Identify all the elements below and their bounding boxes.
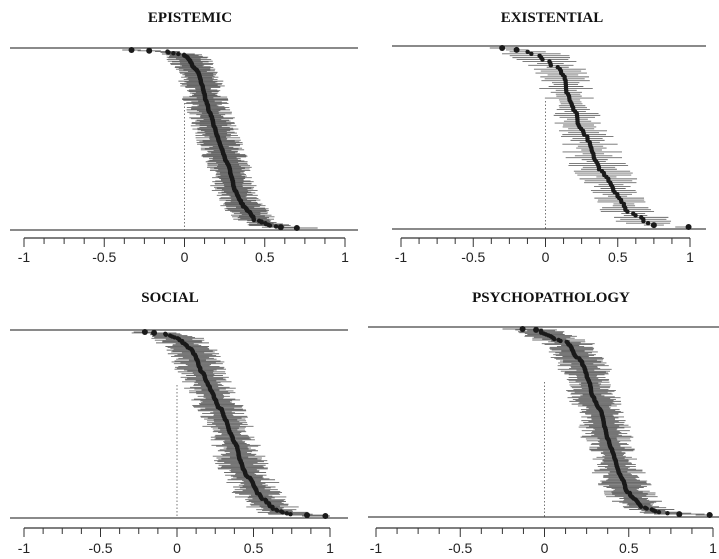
point-estimate bbox=[163, 332, 169, 337]
point-estimate bbox=[558, 338, 563, 344]
chart-title: EXISTENTIAL bbox=[501, 10, 604, 26]
point-estimate bbox=[259, 496, 265, 501]
point-estimate bbox=[304, 512, 311, 519]
point-estimate bbox=[146, 47, 153, 54]
point-estimate bbox=[499, 45, 506, 51]
panel-existential: EXISTENTIAL -1 -0.5 0 0.5 1 bbox=[362, 0, 719, 279]
point-estimate bbox=[284, 511, 290, 516]
point-estimate bbox=[641, 219, 646, 224]
x-tick-label: -1 bbox=[18, 540, 31, 556]
chart-existential: EXISTENTIAL -1 -0.5 0 0.5 1 bbox=[392, 10, 706, 265]
point-estimates bbox=[141, 329, 329, 519]
point-estimate bbox=[141, 329, 148, 335]
chart-title: PSYCHOPATHOLOGY bbox=[472, 290, 630, 306]
chart-social: SOCIAL -1 -0.5 0 0.5 1 bbox=[10, 290, 348, 556]
x-tick-label: 0 bbox=[542, 249, 550, 265]
point-estimate bbox=[540, 57, 545, 62]
ci-bars bbox=[489, 47, 690, 228]
chart-epistemic: EPISTEMIC -1 -0.5 0 0.5 1 bbox=[10, 10, 358, 265]
chart-title: SOCIAL bbox=[141, 290, 199, 306]
x-tick-label: 0.5 bbox=[619, 540, 639, 556]
point-estimate bbox=[128, 47, 135, 53]
chart-title: EPISTEMIC bbox=[148, 10, 232, 26]
ci-bars bbox=[502, 328, 713, 516]
point-estimate bbox=[653, 509, 658, 514]
x-tick-label: -0.5 bbox=[461, 249, 485, 265]
point-estimate bbox=[633, 213, 638, 218]
panel-epistemic: EPISTEMIC -1 -0.5 0 0.5 1 bbox=[0, 0, 362, 279]
x-tick-label: 0 bbox=[181, 249, 189, 265]
point-estimate bbox=[259, 220, 264, 225]
point-estimate bbox=[273, 224, 279, 229]
point-estimate bbox=[644, 506, 649, 511]
x-tick-label: 1 bbox=[686, 249, 694, 265]
x-tick-label: -0.5 bbox=[92, 249, 116, 265]
x-tick-label: 0.5 bbox=[244, 540, 264, 556]
x-tick-label: 0 bbox=[173, 540, 181, 556]
point-estimate bbox=[706, 512, 713, 518]
point-estimate bbox=[151, 329, 158, 336]
x-tick-label: 0.5 bbox=[608, 249, 628, 265]
point-estimate bbox=[685, 224, 692, 230]
point-estimate bbox=[267, 223, 273, 228]
point-estimate bbox=[529, 51, 534, 56]
point-estimate bbox=[533, 326, 540, 333]
x-tick-label: -1 bbox=[370, 540, 383, 556]
point-estimate bbox=[650, 222, 657, 229]
x-tick-label: 0.5 bbox=[255, 249, 275, 265]
x-tick-label: 1 bbox=[341, 249, 349, 265]
point-estimates bbox=[519, 326, 713, 518]
point-estimate bbox=[548, 63, 554, 68]
point-estimate bbox=[280, 510, 285, 515]
point-estimate bbox=[277, 224, 284, 231]
x-tick-label: -1 bbox=[395, 249, 408, 265]
point-estimate bbox=[656, 510, 662, 515]
point-estimate bbox=[645, 220, 651, 226]
point-estimates bbox=[499, 45, 692, 230]
point-estimates bbox=[128, 47, 300, 231]
x-tick-label: -0.5 bbox=[448, 540, 472, 556]
x-tick-label: -1 bbox=[18, 249, 31, 265]
point-estimate bbox=[176, 51, 181, 57]
x-tick-label: 1 bbox=[709, 540, 717, 556]
point-estimate bbox=[288, 511, 293, 517]
panel-social: SOCIAL -1 -0.5 0 0.5 1 bbox=[0, 280, 362, 559]
x-tick-label: -0.5 bbox=[88, 540, 112, 556]
point-estimate bbox=[251, 217, 256, 223]
point-estimate bbox=[275, 508, 280, 513]
point-estimate bbox=[665, 510, 670, 516]
panel-psychopathology: PSYCHOPATHOLOGY -1 -0.5 0 0.5 1 bbox=[362, 280, 719, 559]
point-estimate bbox=[513, 46, 520, 53]
chart-psychopathology: PSYCHOPATHOLOGY -1 -0.5 0 0.5 1 bbox=[368, 290, 719, 556]
point-estimate bbox=[676, 511, 683, 518]
point-estimate bbox=[625, 209, 630, 214]
x-tick-label: 0 bbox=[541, 540, 549, 556]
point-estimate bbox=[171, 50, 176, 56]
x-tick-label: 1 bbox=[326, 540, 334, 556]
point-estimate bbox=[270, 506, 276, 511]
point-estimate bbox=[552, 336, 557, 342]
point-estimate bbox=[638, 504, 644, 509]
point-estimate bbox=[519, 326, 526, 332]
point-estimate bbox=[293, 225, 300, 231]
point-estimate bbox=[322, 513, 329, 519]
ci-bars bbox=[131, 331, 330, 517]
point-estimate bbox=[525, 49, 530, 55]
point-estimate bbox=[166, 50, 171, 55]
